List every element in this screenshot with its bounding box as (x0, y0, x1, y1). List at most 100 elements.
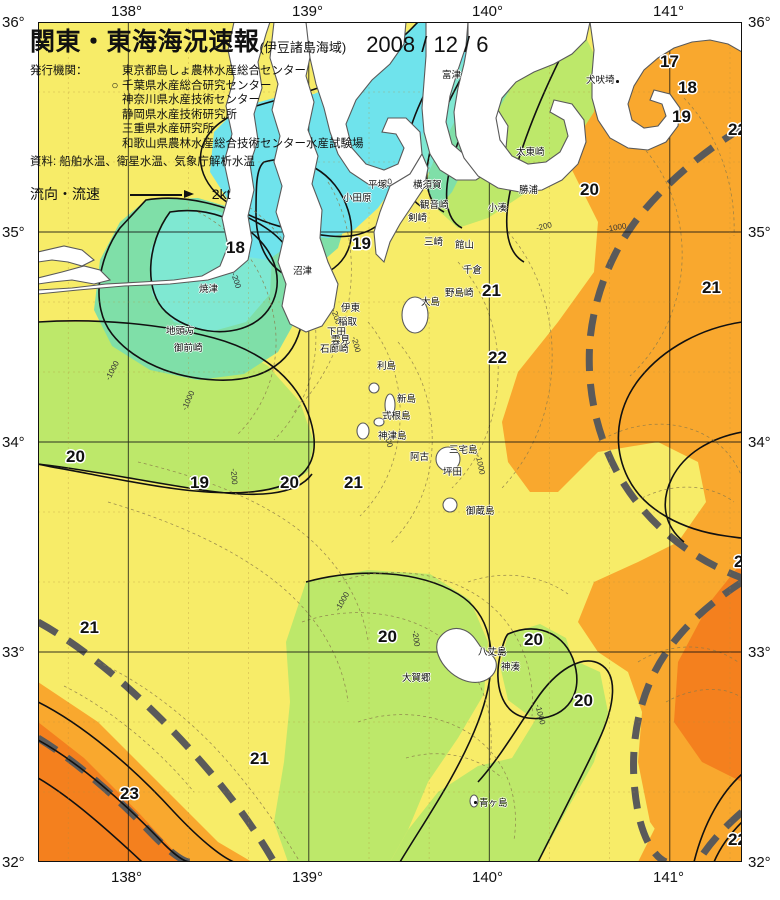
place-label-niijima: 新島 (397, 394, 417, 405)
place-label-ako: 阿古 (410, 452, 430, 463)
lat-label-right-33: 33° (748, 644, 771, 661)
place-label-taitozaki: 太東崎 (516, 147, 545, 158)
header-block: 関東・東海海況速報(伊豆諸島海域) 2008 / 12 / 6 発行機関： 東京都島… (30, 22, 489, 204)
land-niijima (384, 393, 396, 417)
lon-label-top-139: 139° (292, 3, 324, 20)
issuer-name-5: 和歌山県農林水産総合技術センター水産試験場 (122, 137, 364, 150)
isotherm-label-21-east: 21 (702, 278, 721, 297)
place-label-kozushima: 神津島 (378, 431, 407, 442)
issuer-name-3: 静岡県水産技術研究所 (122, 108, 237, 121)
land-miura (373, 152, 429, 264)
issuer-row-5: 和歌山県農林水産総合技術センター水産試験場 (30, 137, 489, 152)
issuer-row-2: 神奈川県水産技術センター (30, 93, 489, 108)
lon-label-bottom-138: 138° (111, 869, 143, 886)
lat-label-left-36: 36° (2, 14, 25, 31)
place-label-kominato: 小湊 (488, 203, 508, 214)
place-label-shikinejima: 式根島 (382, 411, 411, 422)
place-label-numazu: 沼津 (293, 266, 313, 277)
lat-label-left-32: 32° (2, 854, 25, 871)
isotherm-label-20-south: 20 (574, 691, 593, 710)
depth-label-8: -200 (228, 468, 240, 485)
lat-label-left-35: 35° (2, 224, 25, 241)
issuer-label: 発行機関： (30, 65, 88, 77)
lat-label-right-32: 32° (748, 854, 771, 871)
place-label-katsuura: 勝浦 (519, 185, 539, 196)
land-kanagawa (305, 22, 423, 187)
land-shizuoka (38, 265, 112, 285)
isotherm-label-20-hachijo-e: 20 (524, 630, 543, 649)
lat-label-right-36: 36° (748, 14, 771, 31)
isotherm-label-18-ne: 18 (678, 78, 697, 97)
place-label-chikura: 千倉 (463, 265, 483, 276)
title-area-subtitle: (伊豆諸島海域) (259, 40, 347, 55)
place-dot-aogashima (474, 801, 477, 804)
title-row: 関東・東海海況速報(伊豆諸島海域) 2008 / 12 / 6 (30, 22, 489, 58)
land-hachijojima (436, 627, 497, 683)
place-label-irozaki: 石廊崎 (320, 344, 349, 355)
land-izu-peninsula (269, 22, 339, 333)
place-label-inubosaki: 犬吠埼 (586, 75, 615, 86)
place-label-kumomi: 雲見 (331, 335, 351, 346)
current-arrow-icon (129, 189, 194, 201)
issuer-block: 発行機関： 東京都島しょ農林水産総合センター ○ 千葉県水産総合研究センター 神奈川… (30, 64, 489, 151)
isotherm-label-22-ne: 22 (728, 120, 742, 139)
land-boso (453, 22, 591, 193)
isotherm-label-21-center: 21 (344, 473, 363, 492)
lat-label-left-33: 33° (2, 644, 25, 661)
issuer-row-3: 静岡県水産技術研究所 (30, 108, 489, 123)
sst-map-plot[interactable]: 17 18 19 22 20 18 19 21 21 22 20 19 20 2… (38, 22, 742, 862)
place-label-jitogata: 地頭方 (166, 326, 195, 337)
kuroshio-axis-ne (585, 125, 742, 582)
place-label-inatori: 稲取 (338, 317, 358, 328)
place-label-ito: 伊東 (341, 303, 361, 314)
band-20-se-patch (500, 624, 576, 718)
place-label-mikurajima: 御蔵島 (466, 506, 495, 517)
place-label-omaezaki: 御前崎 (174, 343, 203, 354)
isotherm-label-19-ne: 19 (672, 107, 691, 126)
isotherm-label-21-boso: 21 (482, 281, 501, 300)
place-label-kannonzaki: 観音崎 (420, 200, 449, 211)
place-label-okago: 大賀郷 (402, 673, 431, 684)
isotherm-label-20-center: 20 (280, 473, 299, 492)
current-legend-label: 流向・流速 (30, 186, 100, 202)
kuroshio-axis-se (630, 579, 742, 862)
lon-label-top-141: 141° (653, 3, 685, 20)
report-date: 2008 / 12 / 6 (366, 32, 489, 57)
kuroshio-axis-sw-upper (38, 618, 278, 862)
lon-label-top-140: 140° (472, 3, 504, 20)
isotherm-label-17: 17 (660, 52, 679, 71)
isotherm-label-23: 23 (120, 784, 139, 803)
source-line: 資料: 船舶水温、衛星水温、気象庁解析水温 (30, 156, 255, 168)
lon-label-top-138: 138° (111, 3, 143, 20)
place-label-yokosuka: 横須賀 (413, 180, 442, 191)
place-label-yaizu: 焼津 (199, 284, 219, 295)
isotherm-label-19-sagami: 19 (352, 234, 371, 253)
place-label-hachijojima: 八丈島 (478, 647, 507, 658)
isotherm-label-22-southeast: 22 (734, 552, 742, 571)
lon-label-bottom-141: 141° (653, 869, 685, 886)
issuer-row-1: ○ 千葉県水産総合研究センター (30, 79, 489, 94)
place-dot-inubosaki (616, 80, 619, 83)
place-label-misaki: 三崎 (424, 237, 444, 248)
band-23-east-core (674, 562, 742, 782)
land-honshu-main (38, 245, 95, 267)
land-shapes (38, 22, 742, 808)
isotherm-label-21-southwest: 21 (80, 618, 99, 637)
land-kozushima (356, 422, 370, 440)
land-choshi (589, 22, 742, 151)
current-legend: 流向・流速 2kt (30, 184, 489, 204)
isotherm-label-19-center: 19 (190, 473, 209, 492)
lon-label-bottom-139: 139° (292, 869, 324, 886)
issuer-name-2: 神奈川県水産技術センター (122, 94, 260, 106)
land-shikinejima (373, 417, 385, 427)
place-label-tsubota: 坪田 (443, 467, 463, 478)
sst-map-svg (38, 22, 742, 862)
kuroshio-axis-far-se (694, 809, 742, 862)
lon-label-bottom-140: 140° (472, 869, 504, 886)
place-label-oshima: 大島 (421, 297, 441, 308)
place-label-miyakejima: 三宅島 (449, 445, 478, 456)
place-label-nojimazaki: 野島崎 (445, 288, 474, 299)
issuer-row-0: 発行機関： 東京都島しょ農林水産総合センター (30, 64, 489, 79)
issuer-row-4: 三重県水産研究所 (30, 122, 489, 137)
